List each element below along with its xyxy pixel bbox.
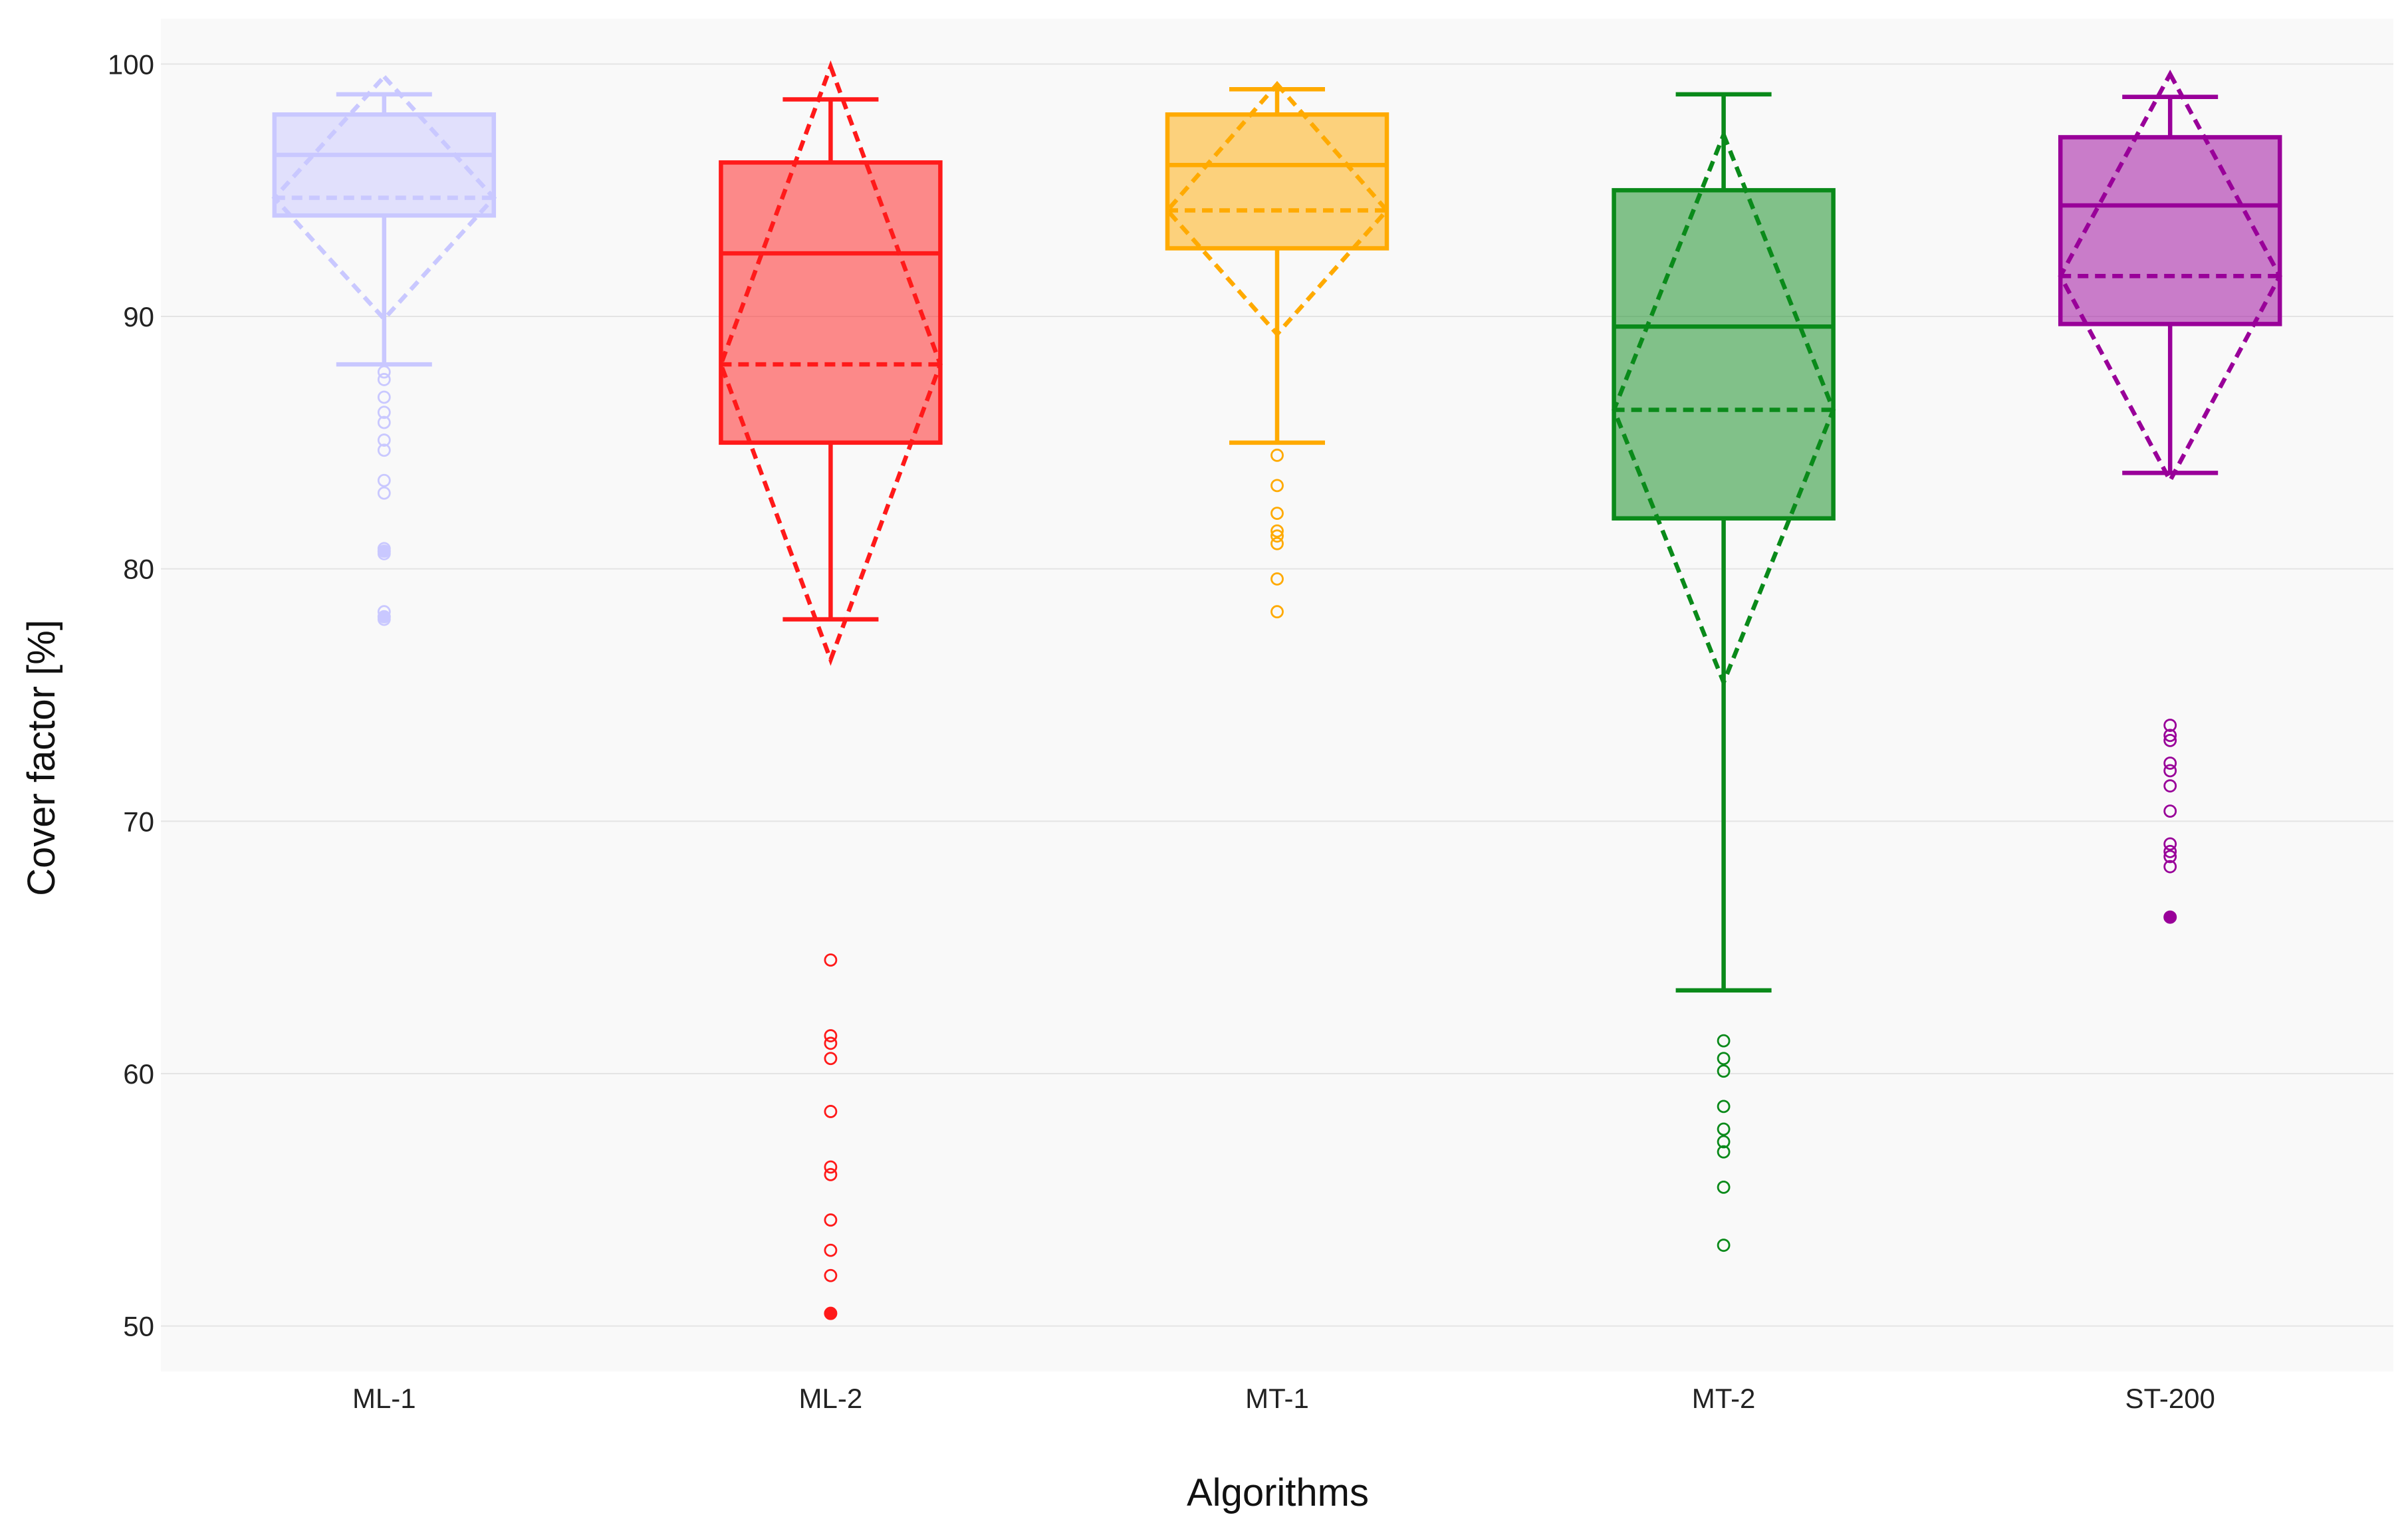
y-tick-60: 60 [123,1058,154,1090]
outlier-point-ml-2 [824,1213,838,1227]
box-iqr-mt-1 [1165,112,1389,251]
box-iqr-st-200 [2058,135,2282,326]
x-tick-mt-2: MT-2 [1692,1383,1756,1414]
outlier-point-mt-2 [1717,1052,1731,1066]
outlier-point-mt-2 [1717,1100,1731,1114]
outlier-point-mt-2 [1717,1064,1731,1078]
sd-diamond-mt-1 [1164,80,1390,338]
box-series [271,60,2282,1320]
outlier-point-mt-1 [1270,448,1284,462]
sd-diamond-ml-2 [718,60,943,666]
sd-diamond-ml-1 [271,73,497,322]
x-tick-labels: ML-1 ML-2 MT-1 MT-2 ST-200 [352,1383,2215,1414]
outlier-point-ml-2 [824,953,838,967]
outlier-point-ml-1 [377,406,391,419]
box-group-mt-1 [1164,80,1390,619]
outlier-point-st-200 [2163,764,2177,778]
outlier-point-st-200 [2163,850,2177,864]
outlier-point-mt-2 [1717,1180,1731,1194]
outlier-point-mt-1 [1270,524,1284,538]
outlier-point-st-200 [2163,804,2177,818]
outlier-point-ml-2 [824,1243,838,1257]
outlier-point-mt-1 [1270,479,1284,493]
outlier-point-ml-2 [824,1268,838,1282]
y-tick-labels: 50 60 70 80 90 100 [108,49,154,1342]
grid-lines [161,63,2393,1327]
outlier-point-mt-2 [1717,1238,1731,1252]
outlier-point-ml-1 [377,443,391,457]
outlier-point-ml-2 [824,1036,838,1050]
outlier-point-mt-2 [1717,1122,1731,1136]
outlier-point-ml-1 [377,415,391,429]
outlier-point-ml-2 [824,1029,838,1042]
box-iqr-ml-2 [719,160,943,445]
suspected-outlier-point-ml-2 [824,1306,838,1320]
outlier-point-st-200 [2163,757,2177,770]
outlier-point-mt-2 [1717,1034,1731,1048]
x-tick-mt-1: MT-1 [1245,1383,1309,1414]
suspected-outlier-point-ml-1 [377,544,391,558]
y-tick-90: 90 [123,301,154,332]
box-group-ml-1 [271,73,497,626]
outlier-point-ml-1 [377,486,391,500]
outlier-point-mt-1 [1270,507,1284,521]
x-tick-ml-2: ML-2 [799,1383,863,1414]
outlier-point-ml-1 [377,473,391,487]
outlier-point-mt-2 [1717,1135,1731,1149]
y-tick-70: 70 [123,806,154,837]
outlier-point-ml-1 [377,365,391,379]
outlier-point-ml-2 [824,1160,838,1174]
x-axis-title: Algorithms [1187,1471,1369,1514]
outlier-point-st-200 [2163,779,2177,793]
outlier-point-st-200 [2163,837,2177,851]
outlier-point-st-200 [2163,860,2177,874]
outlier-point-ml-1 [377,433,391,447]
outlier-point-st-200 [2163,729,2177,743]
suspected-outlier-point-ml-1 [377,610,391,624]
suspected-outlier-point-st-200 [2163,910,2177,924]
outlier-point-st-200 [2163,733,2177,747]
outlier-point-ml-1 [377,373,391,386]
box-group-mt-2 [1612,92,1836,1252]
outlier-point-mt-2 [1717,1145,1731,1159]
outlier-point-st-200 [2163,844,2177,858]
x-tick-ml-1: ML-1 [352,1383,416,1414]
outlier-point-ml-1 [377,390,391,404]
box-iqr-ml-1 [272,112,497,218]
x-tick-st-200: ST-200 [2125,1383,2215,1414]
outlier-point-mt-1 [1270,529,1284,543]
sd-diamond-st-200 [2058,69,2282,485]
outlier-point-mt-1 [1270,572,1284,586]
outlier-point-mt-1 [1270,536,1284,550]
box-group-ml-2 [718,60,943,1320]
box-iqr-mt-2 [1612,187,1836,521]
outlier-point-ml-2 [824,1105,838,1118]
y-tick-100: 100 [108,49,154,80]
outlier-point-mt-1 [1270,605,1284,619]
sd-diamond-mt-2 [1612,128,1836,689]
box-group-st-200 [2058,69,2282,924]
outlier-point-ml-2 [824,1052,838,1066]
y-tick-50: 50 [123,1311,154,1342]
outlier-point-st-200 [2163,719,2177,732]
outlier-point-ml-2 [824,1167,838,1181]
y-tick-80: 80 [123,554,154,585]
y-axis-title: Cover factor [%] [20,620,63,896]
